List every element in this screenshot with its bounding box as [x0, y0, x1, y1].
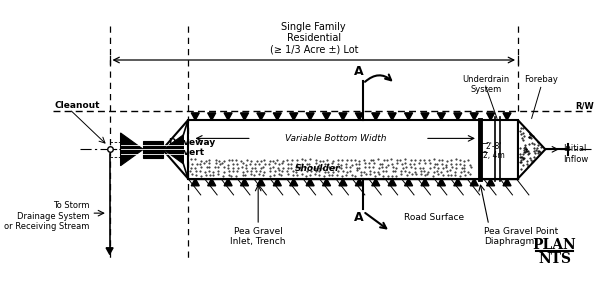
Text: Culvert: Culvert	[168, 148, 205, 156]
Polygon shape	[421, 113, 429, 120]
Text: A: A	[353, 211, 363, 224]
Text: Single Family
Residential
(≥ 1/3 Acre ±) Lot: Single Family Residential (≥ 1/3 Acre ±)…	[269, 22, 358, 55]
Text: Variable Bottom Width: Variable Bottom Width	[285, 134, 386, 143]
Polygon shape	[518, 120, 545, 178]
Polygon shape	[274, 178, 281, 186]
Polygon shape	[208, 113, 215, 120]
Polygon shape	[355, 113, 364, 120]
Polygon shape	[224, 178, 232, 186]
Polygon shape	[487, 113, 494, 120]
Polygon shape	[388, 113, 396, 120]
Polygon shape	[188, 120, 518, 178]
Polygon shape	[470, 178, 478, 186]
Text: Shoulder: Shoulder	[295, 164, 340, 173]
Text: Driveway: Driveway	[168, 138, 215, 146]
Polygon shape	[372, 113, 380, 120]
Text: Initial
Inflow: Initial Inflow	[563, 144, 589, 164]
Polygon shape	[388, 178, 396, 186]
Polygon shape	[290, 113, 298, 120]
Text: Forebay: Forebay	[524, 75, 557, 84]
Polygon shape	[257, 113, 265, 120]
Text: To Storm
Drainage System
or Receiving Stream: To Storm Drainage System or Receiving St…	[4, 201, 89, 231]
Polygon shape	[163, 135, 184, 164]
Polygon shape	[454, 113, 462, 120]
Text: Pea Gravel
Inlet, Trench: Pea Gravel Inlet, Trench	[230, 227, 286, 246]
Text: PLAN: PLAN	[533, 238, 576, 252]
Polygon shape	[208, 178, 215, 186]
Polygon shape	[355, 178, 364, 186]
Polygon shape	[503, 113, 511, 120]
Text: Cleanout: Cleanout	[55, 101, 100, 110]
Polygon shape	[323, 113, 331, 120]
Polygon shape	[372, 178, 380, 186]
Polygon shape	[241, 113, 248, 120]
Polygon shape	[437, 178, 445, 186]
Polygon shape	[274, 113, 281, 120]
Polygon shape	[106, 248, 113, 254]
Text: Pea Gravel Point
Diaphragm: Pea Gravel Point Diaphragm	[484, 227, 559, 246]
Polygon shape	[437, 113, 445, 120]
Polygon shape	[404, 178, 413, 186]
Text: R/W: R/W	[575, 101, 594, 110]
Polygon shape	[191, 113, 199, 120]
Polygon shape	[323, 178, 331, 186]
Polygon shape	[454, 178, 462, 186]
Polygon shape	[470, 113, 478, 120]
Text: 2, 4m: 2, 4m	[484, 151, 505, 160]
Polygon shape	[503, 178, 511, 186]
Polygon shape	[241, 178, 248, 186]
Bar	[143, 141, 163, 158]
Polygon shape	[306, 178, 314, 186]
Polygon shape	[421, 178, 429, 186]
Polygon shape	[306, 113, 314, 120]
Polygon shape	[163, 120, 188, 178]
Text: NTS: NTS	[538, 252, 571, 266]
Text: Road Surface: Road Surface	[404, 213, 464, 222]
Polygon shape	[487, 178, 494, 186]
Polygon shape	[191, 178, 199, 186]
Text: 2'-8': 2'-8'	[485, 142, 502, 151]
Polygon shape	[339, 113, 347, 120]
Polygon shape	[257, 178, 265, 186]
Polygon shape	[121, 133, 143, 166]
Text: A: A	[353, 65, 363, 78]
Polygon shape	[290, 178, 298, 186]
Text: Underdrain
System: Underdrain System	[463, 75, 509, 94]
Polygon shape	[404, 113, 413, 120]
Polygon shape	[339, 178, 347, 186]
Polygon shape	[224, 113, 232, 120]
